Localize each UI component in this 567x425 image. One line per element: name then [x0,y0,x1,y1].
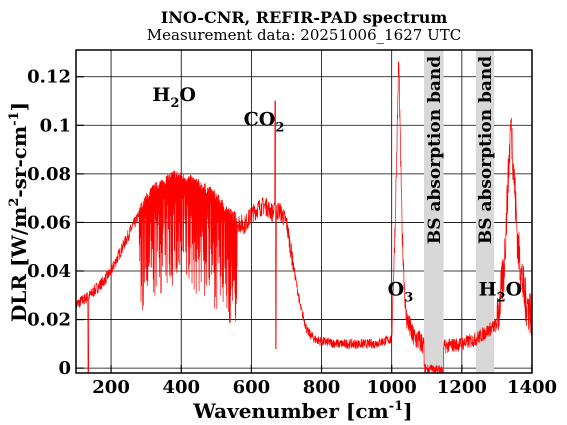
chart-title: INO-CNR, REFIR-PAD spectrum [161,8,448,27]
species-annotation: H2O [152,84,196,111]
y-tick-label: 0.08 [27,164,71,185]
x-tick-label: 1400 [507,377,557,398]
x-axis-title: Wavenumber [cm-1] [192,399,412,423]
absorption-bands: BS absorption band BS absorption band [423,50,496,373]
plot-area: BS absorption band BS absorption band 200… [27,49,557,398]
x-tick-label: 400 [162,377,200,398]
plot-frame [75,49,533,374]
x-tick-label: 600 [233,377,271,398]
grid-lines [76,50,533,373]
band-label: BS absorption band [476,56,496,244]
absorption-band [475,50,495,373]
y-tick-label: 0.04 [27,261,71,282]
annotations: H2O CO2 O3 H2O [152,84,522,305]
species-annotation: H2O [479,278,523,305]
chart-subtitle: Measurement data: 20251006_1627 UTC [147,26,461,44]
x-tick-label: 1200 [437,377,487,398]
spectrum-line [75,61,533,375]
y-axis-title: DLR [W/m2-sr-cm-1] [7,102,31,322]
data-series [75,61,533,375]
x-tick-label: 200 [92,377,130,398]
absorption-band [423,50,444,373]
y-tick-label: 0 [58,358,71,379]
axis-ticks: 200 400 600 800 1000 1200 1400 0 0.02 0.04 0.06 0.0… [27,67,557,398]
y-tick-label: 0.06 [27,212,71,233]
x-tick-label: 1000 [367,377,417,398]
x-tick-label: 800 [303,377,341,398]
y-tick-label: 0.02 [27,310,71,331]
y-tick-label: 0.12 [27,67,71,88]
species-annotation: CO2 [244,108,285,135]
band-label: BS absorption band [425,56,445,244]
species-annotation: O3 [388,278,414,305]
y-tick-label: 0.1 [40,115,71,136]
